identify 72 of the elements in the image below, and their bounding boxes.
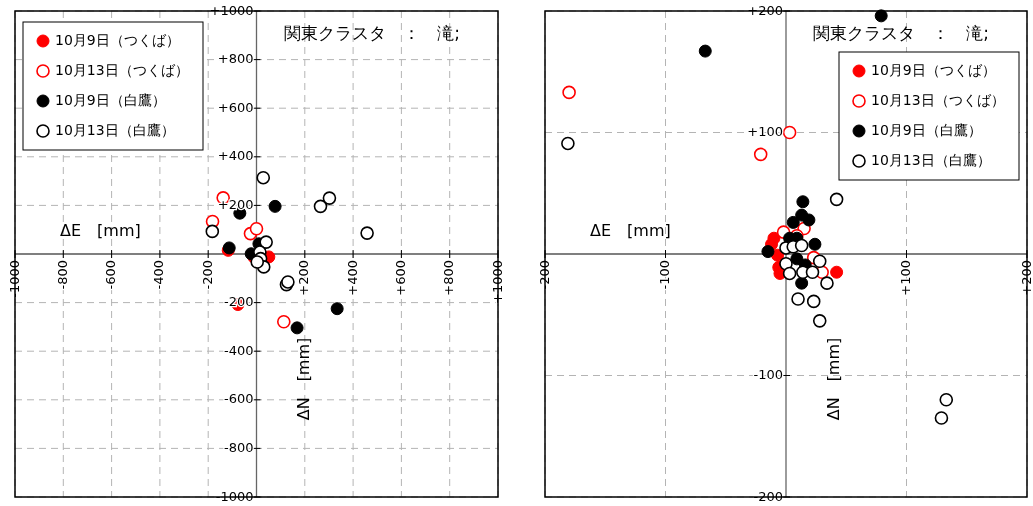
point xyxy=(322,191,337,205)
x-tick-label: +200 xyxy=(1018,260,1033,296)
point xyxy=(205,224,220,239)
x-tick-label: -1000 xyxy=(6,260,22,298)
point xyxy=(249,221,264,236)
x-tick-label: +1000 xyxy=(489,260,505,304)
point xyxy=(561,136,575,151)
x-tick-label: +100 xyxy=(898,260,913,296)
point xyxy=(782,266,797,281)
legend-label: 10月9日（白鷹） xyxy=(871,122,982,138)
y-tick-label: +600 xyxy=(217,99,254,115)
point xyxy=(753,147,768,162)
legend-label: 10月9日（つくば） xyxy=(55,32,180,48)
x-tick-label: +800 xyxy=(441,260,457,296)
x-axis-title: ΔE [mm] xyxy=(590,221,671,240)
y-tick-label: +400 xyxy=(217,148,254,164)
point xyxy=(808,237,822,251)
point xyxy=(791,292,805,306)
y-axis-title: ΔN [mm] xyxy=(823,337,843,421)
x-tick-label: -600 xyxy=(103,260,119,290)
legend-label: 10月13日（白鷹） xyxy=(55,122,175,138)
point xyxy=(290,321,304,335)
x-tick-label: -400 xyxy=(151,260,167,290)
point xyxy=(782,125,797,140)
point xyxy=(250,255,265,269)
point xyxy=(796,195,810,209)
point xyxy=(698,44,712,58)
point xyxy=(802,213,816,227)
x-axis-title: ΔE [mm] xyxy=(60,221,141,240)
legend-label: 10月13日（つくば） xyxy=(871,92,1005,108)
point xyxy=(259,235,273,249)
point xyxy=(360,226,374,240)
point xyxy=(805,265,820,280)
point xyxy=(934,411,949,425)
legend-label: 10月13日（つくば） xyxy=(55,62,189,78)
point xyxy=(795,276,809,290)
y-tick-label: +200 xyxy=(217,196,254,212)
point xyxy=(330,302,344,316)
point xyxy=(268,199,282,213)
x-tick-label: -100 xyxy=(657,260,672,290)
point xyxy=(806,294,821,309)
x-tick-label: +200 xyxy=(296,260,312,296)
text: 関東クラスタ ： 滝; xyxy=(284,23,460,43)
point xyxy=(794,238,809,253)
y-tick-label: -800 xyxy=(223,439,254,455)
point xyxy=(829,192,844,207)
y-tick-label: -400 xyxy=(223,342,254,358)
x-tick-label: -800 xyxy=(54,260,70,290)
x-tick-label: -200 xyxy=(536,260,552,290)
point xyxy=(812,314,827,328)
point xyxy=(256,170,271,185)
legend-label: 10月9日（白鷹） xyxy=(55,92,166,108)
point xyxy=(820,276,834,290)
y-tick-label: +800 xyxy=(217,51,254,67)
x-tick-label: +400 xyxy=(344,260,360,296)
point xyxy=(276,315,291,329)
point xyxy=(786,215,800,229)
point xyxy=(812,254,827,269)
point xyxy=(562,85,576,100)
point xyxy=(313,199,328,214)
y-tick-label: -600 xyxy=(223,391,254,407)
point xyxy=(761,245,775,259)
point xyxy=(790,252,804,266)
x-tick-label: +600 xyxy=(392,260,408,296)
point xyxy=(830,265,844,279)
legend-label: 10月9日（つくば） xyxy=(871,62,996,78)
y-tick-label: -100 xyxy=(753,367,783,382)
y-tick-label: +100 xyxy=(747,124,783,139)
point xyxy=(939,393,954,407)
y-axis-title: ΔN [mm] xyxy=(294,337,313,421)
legend-label: 10月13日（白鷹） xyxy=(871,152,991,168)
text: 関東クラスタ ： 滝; xyxy=(813,23,989,43)
